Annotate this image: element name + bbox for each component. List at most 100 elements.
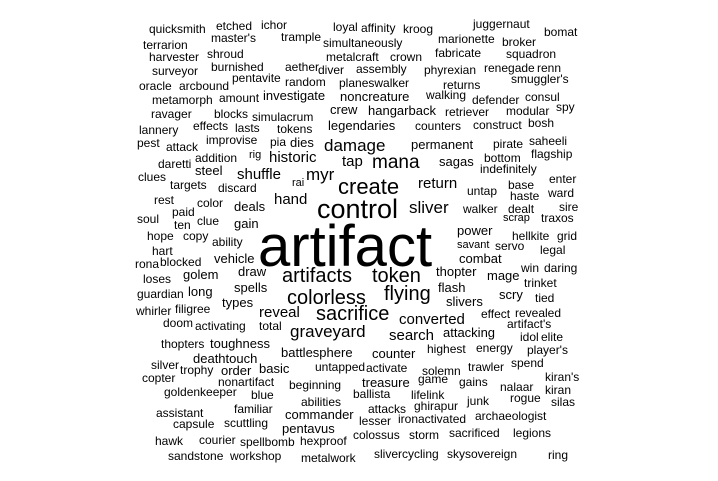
cloud-word: hexproof (300, 434, 347, 448)
cloud-word: ring (548, 448, 569, 462)
cloud-word: hart (152, 244, 173, 258)
cloud-word: fabricate (435, 46, 482, 60)
cloud-word: return (418, 175, 458, 192)
cloud-word: traxos (541, 211, 574, 225)
cloud-word: planeswalker (339, 76, 410, 90)
cloud-word: flagship (531, 147, 573, 161)
cloud-word: legions (513, 426, 552, 440)
cloud-word: burnished (211, 60, 264, 74)
cloud-word: blocks (214, 107, 249, 121)
cloud-word: haste (510, 189, 540, 203)
cloud-word: nalaar (500, 380, 534, 394)
cloud-word: mage (487, 268, 520, 283)
cloud-word: familiar (234, 402, 273, 416)
cloud-word: scuttling (224, 416, 269, 430)
cloud-word: spend (511, 356, 544, 370)
cloud-word: bottom (484, 151, 521, 165)
cloud-word: amount (219, 91, 260, 105)
cloud-word: ward (548, 186, 575, 200)
cloud-word: shroud (207, 47, 244, 61)
cloud-word: goldenkeeper (164, 385, 237, 399)
cloud-word: ghirapur (414, 399, 459, 413)
cloud-word: basic (259, 361, 290, 376)
cloud-word: metamorph (152, 93, 213, 107)
cloud-word: beginning (289, 378, 342, 392)
cloud-word: golem (183, 267, 219, 282)
cloud-word: smuggler's (511, 72, 569, 86)
cloud-word: rona (135, 257, 160, 271)
cloud-word: storm (409, 428, 439, 442)
cloud-word: hawk (155, 434, 184, 448)
cloud-word: abilities (301, 395, 342, 409)
cloud-word: combat (459, 251, 502, 266)
cloud-word: total (259, 319, 282, 333)
cloud-word: terrarion (143, 38, 188, 52)
cloud-word: sire (559, 200, 579, 214)
cloud-word: counters (415, 119, 462, 133)
cloud-word: damage (324, 136, 386, 155)
cloud-word: sagas (439, 154, 474, 169)
cloud-word: blue (251, 388, 274, 402)
cloud-word: sliver (409, 198, 449, 217)
cloud-word: trample (281, 30, 322, 44)
cloud-word: pentavite (232, 71, 281, 85)
cloud-word: pentavus (282, 421, 335, 436)
cloud-word: pest (137, 136, 160, 150)
cloud-word: rest (154, 193, 175, 207)
cloud-word: aether (285, 60, 320, 74)
cloud-word: metalwork (301, 451, 356, 465)
cloud-word: graveyard (290, 322, 366, 341)
cloud-word: improvise (206, 133, 258, 147)
cloud-word: metalcraft (326, 50, 379, 64)
cloud-word: assistant (156, 406, 204, 420)
cloud-word: trawler (468, 360, 505, 374)
cloud-word: kiran's (545, 370, 580, 384)
cloud-word: loses (143, 272, 172, 286)
cloud-word: commander (285, 407, 354, 422)
cloud-word: mana (372, 152, 420, 173)
cloud-word: savant (457, 239, 490, 251)
cloud-word: treasure (362, 375, 410, 390)
cloud-word: ballista (353, 387, 391, 401)
cloud-word: sacrifice (316, 303, 390, 325)
cloud-word: indefinitely (480, 162, 537, 176)
cloud-word: modular (506, 104, 550, 118)
cloud-word: quicksmith (149, 22, 206, 36)
cloud-word: renegade (484, 61, 535, 75)
cloud-word: effects (193, 119, 229, 133)
cloud-word: oracle (139, 79, 172, 93)
cloud-word: scry (499, 287, 523, 302)
cloud-word: surveyor (152, 64, 199, 78)
cloud-word: long (188, 284, 213, 299)
cloud-word: daretti (158, 157, 192, 171)
cloud-word: gains (459, 375, 488, 389)
cloud-word: trophy (180, 363, 214, 377)
cloud-word: converted (399, 311, 465, 328)
cloud-word: colossus (353, 428, 400, 442)
cloud-word: dealt (508, 202, 535, 216)
cloud-word: solemn (422, 364, 461, 378)
cloud-word: spells (234, 280, 268, 295)
cloud-word: shuffle (237, 166, 281, 183)
cloud-word: hangarback (368, 103, 436, 118)
cloud-word: artifact's (507, 317, 552, 331)
cloud-word: junk (467, 394, 490, 408)
cloud-word: broker (502, 35, 537, 49)
cloud-word: filigree (175, 302, 211, 316)
cloud-word: thopters (161, 337, 205, 351)
cloud-word: spy (556, 100, 575, 114)
cloud-word: random (285, 75, 326, 89)
cloud-word: win (521, 261, 540, 275)
cloud-word: control (317, 194, 399, 224)
cloud-word: returns (443, 78, 481, 92)
cloud-word: artifacts (282, 265, 353, 287)
cloud-word: slivers (446, 294, 483, 309)
cloud-word: pia (270, 135, 287, 149)
cloud-word: kroog (403, 22, 434, 36)
cloud-word: grid (557, 229, 578, 243)
cloud-word: reveal (259, 304, 300, 321)
cloud-word: affinity (361, 21, 396, 35)
cloud-word: idol (520, 330, 539, 344)
cloud-word: spellbomb (240, 435, 295, 449)
